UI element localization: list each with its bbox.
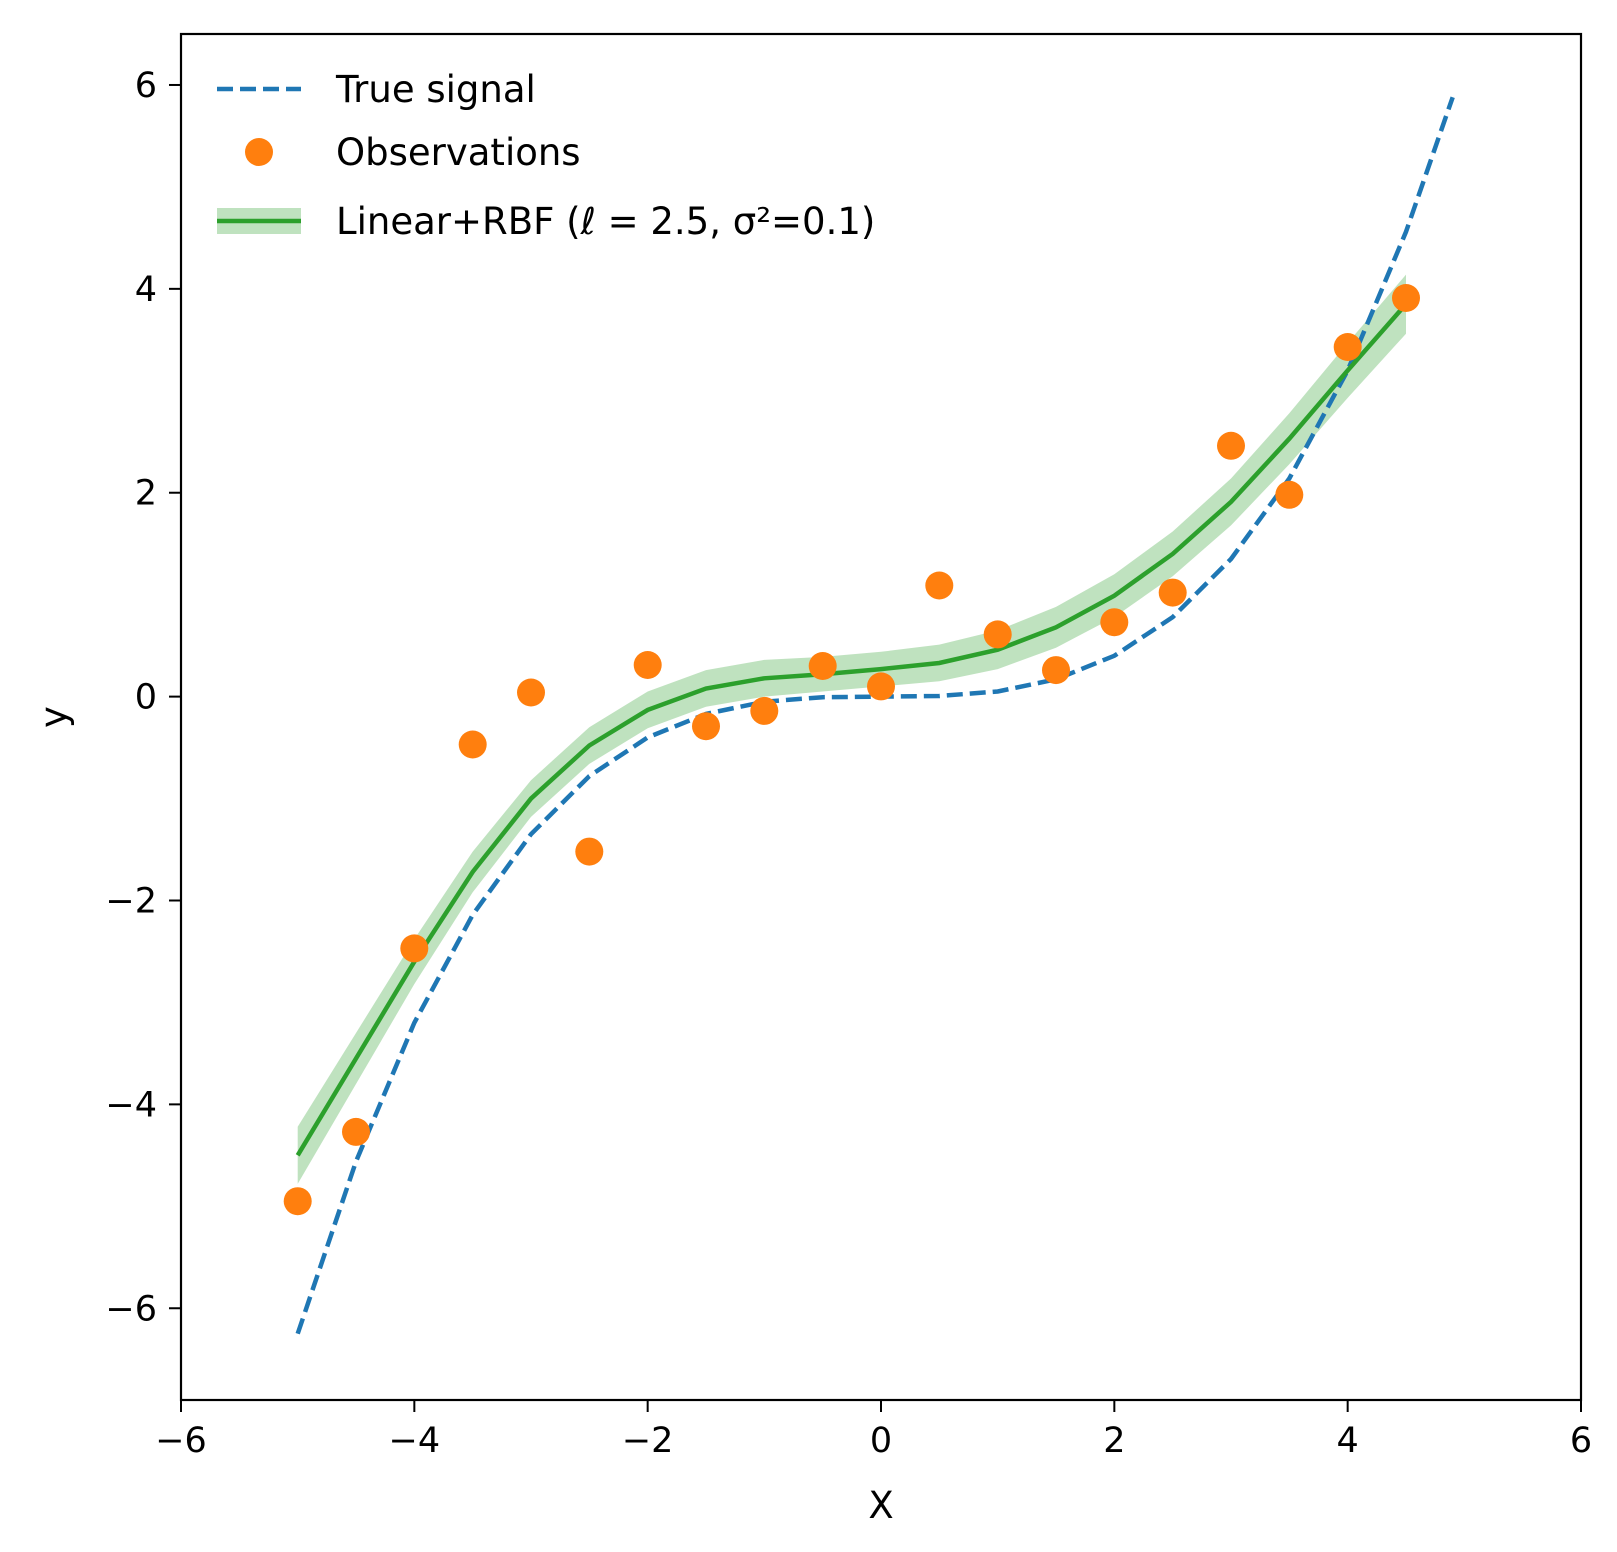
observation-point [1333, 333, 1362, 361]
observation-point [633, 651, 662, 679]
observation-point [1217, 431, 1245, 460]
legend-swatch-observations [245, 138, 273, 166]
y-tick-label: −2 [105, 881, 157, 921]
observation-point [400, 934, 429, 963]
x-tick-label: 6 [1570, 1421, 1592, 1461]
axis-ticks: −6 −4 −2 0 2 4 6 −6 −4 −2 0 2 4 6 [105, 66, 1592, 1461]
x-tick-label: 2 [1103, 1421, 1125, 1461]
legend: True signal Observations Linear+RBF (ℓ =… [217, 68, 875, 243]
legend-label-true-signal: True signal [335, 68, 536, 111]
observation-point [1275, 480, 1304, 509]
x-tick-label: 4 [1337, 1421, 1359, 1461]
x-tick-label: 0 [870, 1421, 892, 1461]
observation-point [808, 652, 837, 680]
observation-point [1100, 608, 1129, 637]
observation-point [517, 678, 545, 707]
observation-point [750, 696, 779, 725]
observation-point [342, 1117, 370, 1146]
observation-point [867, 672, 895, 701]
observation-point [983, 620, 1012, 649]
y-tick-label: 2 [135, 474, 157, 514]
x-tick-label: −6 [155, 1421, 207, 1461]
legend-label-fit: Linear+RBF (ℓ = 2.5, σ²=0.1) [336, 200, 875, 243]
x-tick-label: −2 [622, 1421, 674, 1461]
x-axis-label: X [868, 1484, 893, 1527]
observation-point [575, 837, 604, 866]
observation-point [1392, 284, 1420, 312]
plot-area [283, 96, 1455, 1335]
x-tick-label: −4 [389, 1421, 441, 1461]
y-axis-label: y [32, 706, 75, 728]
y-tick-label: 6 [135, 66, 157, 106]
observation-point [692, 712, 720, 741]
observation-point [925, 571, 954, 600]
observation-point [1042, 656, 1070, 685]
observation-point [1158, 578, 1187, 607]
legend-label-observations: Observations [336, 131, 581, 174]
y-tick-label: 0 [135, 678, 157, 718]
y-tick-label: −4 [105, 1085, 157, 1125]
observation-point [283, 1187, 312, 1216]
series-line-fit [295, 302, 1408, 1157]
observation-point [458, 730, 487, 759]
y-tick-label: 4 [135, 270, 157, 310]
y-tick-label: −6 [105, 1289, 157, 1329]
